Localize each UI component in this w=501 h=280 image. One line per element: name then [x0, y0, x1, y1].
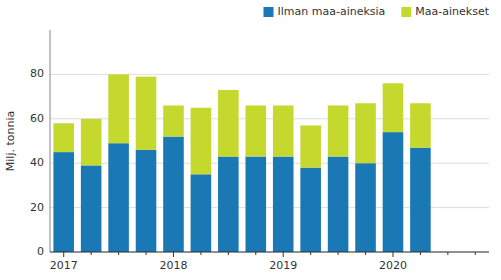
- bar-segment: [355, 103, 376, 163]
- x-tick: [310, 252, 311, 255]
- y-tick-label: 40: [30, 156, 44, 169]
- bar-segment: [328, 105, 349, 156]
- y-tick-label: 60: [30, 112, 44, 125]
- bar-segment: [53, 123, 74, 152]
- legend-label: Ilman maa-aineksia: [278, 5, 386, 18]
- bar-segment: [245, 157, 266, 252]
- x-tick: [200, 252, 201, 255]
- bar-segment: [53, 152, 74, 252]
- y-tick-label: 80: [30, 67, 44, 80]
- x-tick: [392, 252, 393, 257]
- x-tick: [173, 252, 174, 257]
- bar-segment: [108, 143, 129, 252]
- bar-segment: [81, 119, 102, 166]
- bar-segment: [163, 137, 184, 252]
- x-tick: [228, 252, 229, 255]
- x-tick-label: 2020: [379, 259, 407, 272]
- legend-label: Maa-ainekset: [415, 5, 489, 18]
- bar-segment: [273, 157, 294, 252]
- y-tick-label: 0: [37, 245, 44, 258]
- bar-segment: [245, 105, 266, 156]
- x-tick: [118, 252, 119, 255]
- grid-line: [50, 252, 489, 253]
- bar-segment: [136, 150, 157, 252]
- x-tick: [91, 252, 92, 255]
- legend-swatch: [264, 7, 274, 17]
- bar-segment: [273, 105, 294, 156]
- x-tick: [338, 252, 339, 255]
- x-tick-label: 2017: [50, 259, 78, 272]
- chart: 0 20 40 60 80 Milj. tonnia 2017 2018 2019 2020 Ilm…: [0, 0, 501, 280]
- y-tick-label: 20: [30, 201, 44, 214]
- legend-swatch: [401, 7, 411, 17]
- bars: [53, 74, 430, 252]
- x-tick: [63, 252, 64, 257]
- x-tick: [475, 252, 476, 255]
- bar-segment: [218, 157, 239, 252]
- bar-segment: [300, 125, 321, 167]
- bar-segment: [410, 103, 431, 147]
- y-axis-line: [50, 30, 51, 252]
- bar-segment: [81, 165, 102, 252]
- x-tick: [365, 252, 366, 255]
- bar-segment: [218, 90, 239, 157]
- bar-segment: [191, 108, 212, 175]
- x-tick-label: 2018: [159, 259, 187, 272]
- x-tick: [447, 252, 448, 255]
- x-tick: [283, 252, 284, 257]
- x-axis-line: [50, 252, 489, 253]
- bar-segment: [300, 168, 321, 252]
- y-axis-label: Milj. tonnia: [4, 111, 17, 171]
- grid: [50, 74, 489, 252]
- bar-segment: [191, 174, 212, 252]
- bar-segment: [355, 163, 376, 252]
- bar-segment: [136, 77, 157, 150]
- x-tick: [146, 252, 147, 255]
- x-tick-label: 2019: [269, 259, 297, 272]
- x-tick: [255, 252, 256, 255]
- legend: Ilman maa-aineksia Maa-ainekset: [264, 5, 490, 18]
- bar-segment: [328, 157, 349, 252]
- bar-segment: [410, 148, 431, 252]
- bar-segment: [108, 74, 129, 143]
- bar-segment: [383, 83, 404, 132]
- x-tick: [420, 252, 421, 255]
- bar-segment: [383, 132, 404, 252]
- bar-segment: [163, 105, 184, 136]
